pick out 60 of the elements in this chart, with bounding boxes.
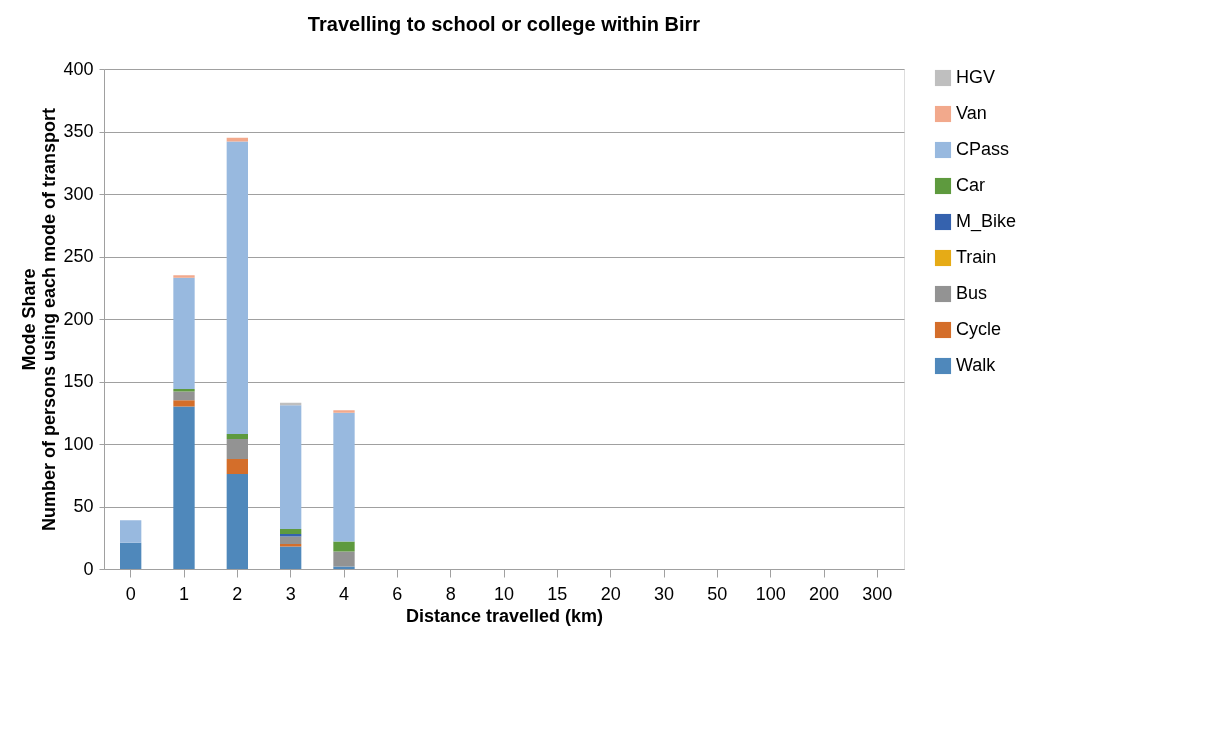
- x-tick-label: 300: [862, 583, 893, 604]
- bar: [280, 529, 302, 534]
- x-tick-label: 200: [808, 583, 840, 604]
- y-tick-label: 100: [63, 433, 94, 454]
- bar: [280, 544, 302, 547]
- x-tick-label: 3: [285, 583, 296, 604]
- x-tick-label: 50: [707, 583, 728, 604]
- bar: [226, 459, 248, 474]
- bar: [173, 277, 195, 389]
- bar: [120, 520, 142, 543]
- legend-label: Car: [956, 175, 986, 195]
- y-tick-label: 300: [63, 183, 94, 204]
- bar: [226, 141, 248, 434]
- x-tick-label: 0: [125, 583, 136, 604]
- y-tick-label: 50: [73, 496, 94, 516]
- bar: [333, 541, 355, 552]
- bar: [280, 534, 302, 537]
- x-tick-label: 6: [392, 583, 403, 604]
- bar: [173, 389, 195, 392]
- legend-label: HGV: [956, 67, 996, 87]
- chart-title: Travelling to school or college within Birr: [307, 13, 701, 35]
- bar: [226, 434, 248, 439]
- legend-label: Bus: [956, 283, 988, 303]
- legend-label: Cycle: [956, 319, 1002, 339]
- x-tick-label: 10: [493, 583, 515, 604]
- bar: [333, 410, 355, 413]
- x-axis-title: Distance travelled (km): [405, 605, 604, 626]
- bar: [226, 474, 248, 569]
- bar: [120, 542, 142, 569]
- y-tick-label: 400: [63, 58, 94, 79]
- x-tick-label: 2: [232, 583, 243, 604]
- legend-label: CPass: [956, 139, 1010, 159]
- bar: [173, 391, 195, 401]
- x-tick-label: 4: [338, 583, 350, 604]
- bar: [173, 275, 195, 278]
- bar: [280, 546, 302, 569]
- bar: [226, 137, 248, 142]
- x-tick-label: 100: [755, 583, 786, 604]
- legend-label: Walk: [956, 355, 997, 375]
- legend-label: Train: [956, 247, 997, 267]
- y-axis-title: Mode Share Number of persons using each mode of transport: [19, 107, 60, 532]
- y-tick-label: 150: [63, 371, 94, 391]
- y-tick-label: 250: [63, 246, 94, 266]
- y-tick-label: 0: [83, 558, 94, 579]
- bar: [173, 406, 195, 569]
- bar: [280, 405, 302, 529]
- bar: [173, 400, 195, 407]
- x-tick-label: 30: [653, 583, 675, 604]
- bar: [280, 536, 302, 544]
- x-tick-label: 15: [547, 583, 568, 604]
- x-tick-label: 8: [445, 583, 456, 604]
- y-tick-label: 350: [63, 121, 94, 141]
- bar: [333, 551, 355, 567]
- x-tick-label: 20: [600, 583, 621, 604]
- legend-label: Van: [956, 103, 987, 123]
- legend-label: M_Bike: [956, 211, 1017, 232]
- bar: [333, 412, 355, 542]
- y-tick-label: 200: [63, 308, 94, 329]
- x-tick-label: 1: [178, 583, 190, 604]
- bar: [226, 439, 248, 459]
